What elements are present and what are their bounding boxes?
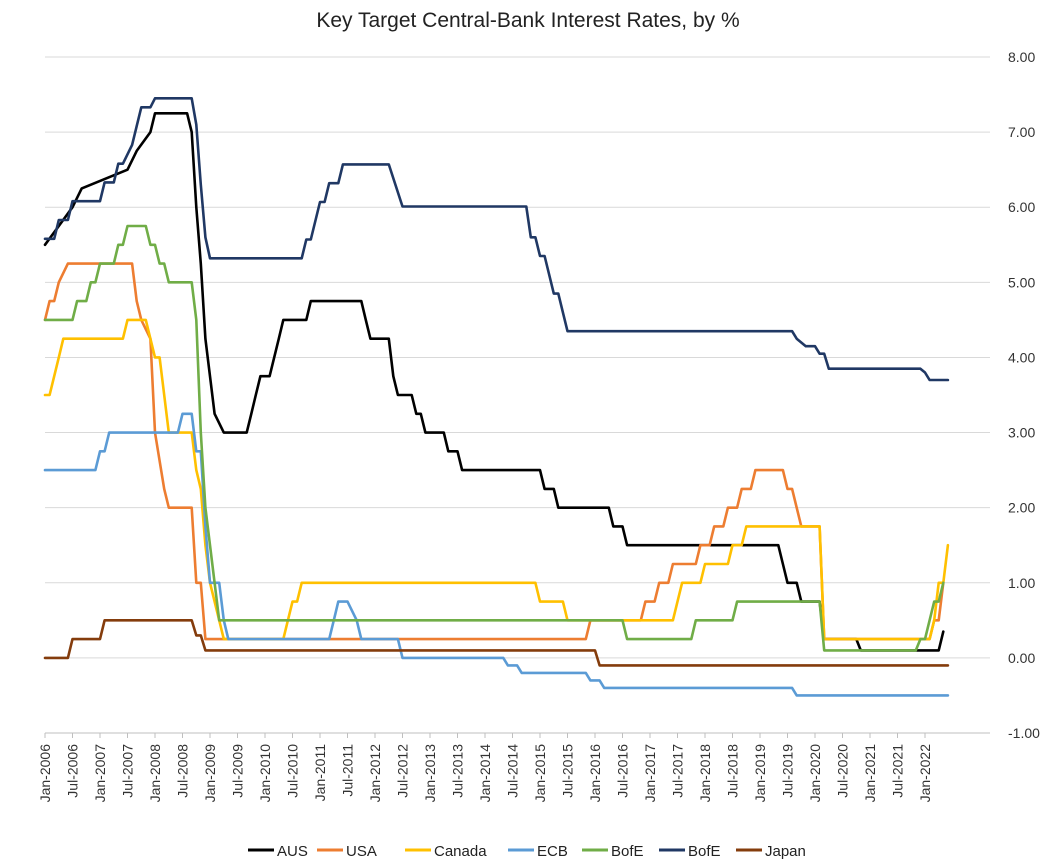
x-tick-label: Jul-2017 xyxy=(670,744,686,798)
series-line-canada xyxy=(43,318,950,641)
legend-label: USA xyxy=(346,843,377,860)
x-tick-label: Jan-2010 xyxy=(257,744,273,803)
x-tick-label: Jul-2015 xyxy=(560,744,576,798)
x-tick-label: Jan-2014 xyxy=(477,744,493,803)
y-tick-label: 0.00 xyxy=(1008,650,1035,666)
x-tick-label: Jan-2016 xyxy=(587,744,603,803)
x-tick-label: Jul-2009 xyxy=(230,744,246,798)
series-line-bofe-2 xyxy=(43,97,950,382)
legend-item: Japan xyxy=(736,843,806,860)
x-tick-label: Jan-2019 xyxy=(752,744,768,803)
x-tick-label: Jan-2012 xyxy=(367,744,383,803)
x-tick-label: Jul-2019 xyxy=(780,744,796,798)
x-tick-label: Jul-2006 xyxy=(65,744,81,798)
y-tick-label: 8.00 xyxy=(1008,49,1035,65)
legend-item: USA xyxy=(317,843,377,860)
x-tick-label: Jul-2012 xyxy=(395,744,411,798)
y-tick-label: 6.00 xyxy=(1008,199,1035,215)
legend-item: BofE xyxy=(659,843,721,860)
x-tick-label: Jan-2015 xyxy=(532,744,548,803)
x-tick-label: Jul-2007 xyxy=(120,744,136,798)
series-line-bofe xyxy=(43,224,945,652)
chart-title: Key Target Central-Bank Interest Rates, … xyxy=(316,9,739,32)
series-lines xyxy=(43,97,950,697)
series-line-aus xyxy=(43,112,945,652)
series-line-japan xyxy=(43,619,950,667)
x-tick-label: Jul-2011 xyxy=(340,744,356,797)
x-tick-label: Jul-2018 xyxy=(725,744,741,798)
y-tick-label: 3.00 xyxy=(1008,425,1035,441)
x-tick-label: Jan-2018 xyxy=(697,744,713,803)
x-tick-label: Jan-2008 xyxy=(147,744,163,803)
x-tick-label: Jan-2021 xyxy=(862,744,878,803)
x-tick-label: Jul-2016 xyxy=(615,744,631,798)
legend-label: AUS xyxy=(277,843,308,860)
y-tick-label: 2.00 xyxy=(1008,500,1035,516)
x-tick-label: Jan-2007 xyxy=(92,744,108,803)
x-tick-label: Jul-2020 xyxy=(835,744,851,798)
series-line-ecb xyxy=(43,412,950,697)
x-tick-labels: Jan-2006 Jul-2006 Jan-2007 Jul-2007 Jan-2008… xyxy=(37,744,933,803)
x-tick-label: Jan-2011 xyxy=(312,744,328,802)
legend-label: BofE xyxy=(688,843,721,860)
x-tick-label: Jan-2017 xyxy=(642,744,658,803)
legend-item: BofE xyxy=(582,843,644,860)
legend-item: Canada xyxy=(405,843,487,860)
y-tick-label: 7.00 xyxy=(1008,124,1035,140)
legend-item: ECB xyxy=(508,843,568,860)
gridlines xyxy=(45,56,990,659)
x-tick-label: Jan-2022 xyxy=(917,744,933,803)
x-tick-label: Jul-2013 xyxy=(450,744,466,798)
legend-label: BofE xyxy=(611,843,644,860)
y-tick-labels: 8.00 7.00 6.00 5.00 4.00 3.00 2.00 1.00 0.00 -1.0… xyxy=(1008,49,1040,741)
x-tick-label: Jan-2009 xyxy=(202,744,218,803)
x-tick-label: Jan-2006 xyxy=(37,744,53,803)
y-tick-label: 5.00 xyxy=(1008,274,1035,290)
y-tick-label: -1.00 xyxy=(1008,725,1040,741)
x-tick-label: Jul-2021 xyxy=(890,744,906,798)
legend-label: Japan xyxy=(765,843,806,860)
x-tick-label: Jan-2020 xyxy=(807,744,823,803)
x-tick-label: Jul-2008 xyxy=(175,744,191,798)
legend-item: AUS xyxy=(248,843,308,860)
x-tick-label: Jan-2013 xyxy=(422,744,438,803)
x-tick-label: Jul-2014 xyxy=(505,744,521,798)
legend: AUS USA Canada ECB BofE BofE Japan xyxy=(248,843,806,860)
series-line-usa xyxy=(43,262,945,641)
y-tick-label: 1.00 xyxy=(1008,575,1035,591)
legend-label: Canada xyxy=(434,843,487,860)
legend-label: ECB xyxy=(537,843,568,860)
y-tick-label: 4.00 xyxy=(1008,349,1035,365)
axes xyxy=(44,732,990,738)
x-tick-label: Jul-2010 xyxy=(285,744,301,798)
